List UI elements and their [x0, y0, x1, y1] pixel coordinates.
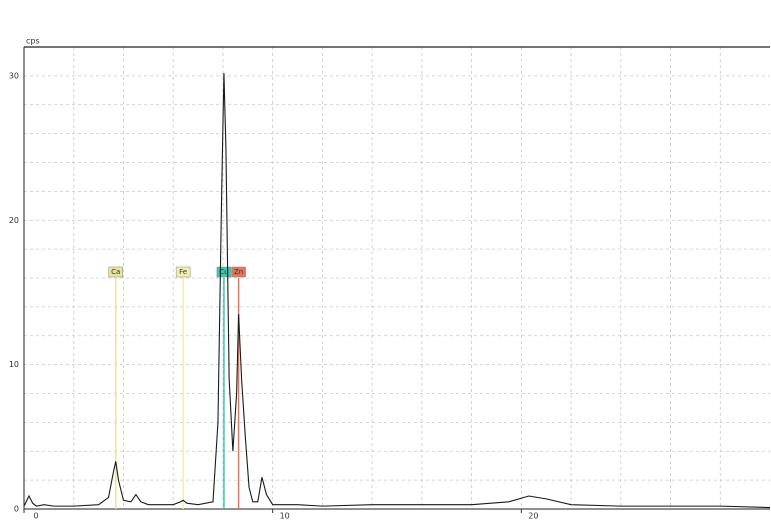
x-tick-label: 0 — [33, 512, 38, 520]
y-tick-label: 10 — [9, 360, 19, 369]
element-label-box — [108, 266, 124, 278]
x-tick-label: 10 — [280, 512, 290, 520]
y-axis-label: cps — [26, 37, 40, 46]
y-tick-label: 20 — [9, 216, 19, 225]
element-label-box — [175, 266, 191, 278]
spectrum-line — [23, 72, 771, 509]
element-label: Cu — [219, 268, 228, 276]
y-tick-label: 30 — [9, 71, 19, 80]
x-tick-label: 20 — [528, 512, 538, 520]
element-label: Fe — [179, 268, 187, 276]
element-label: Zn — [234, 268, 243, 276]
element-label-box — [231, 266, 246, 278]
element-label: Ca — [111, 268, 120, 276]
element-label-box — [216, 266, 232, 278]
y-tick-label: 0 — [14, 505, 19, 514]
